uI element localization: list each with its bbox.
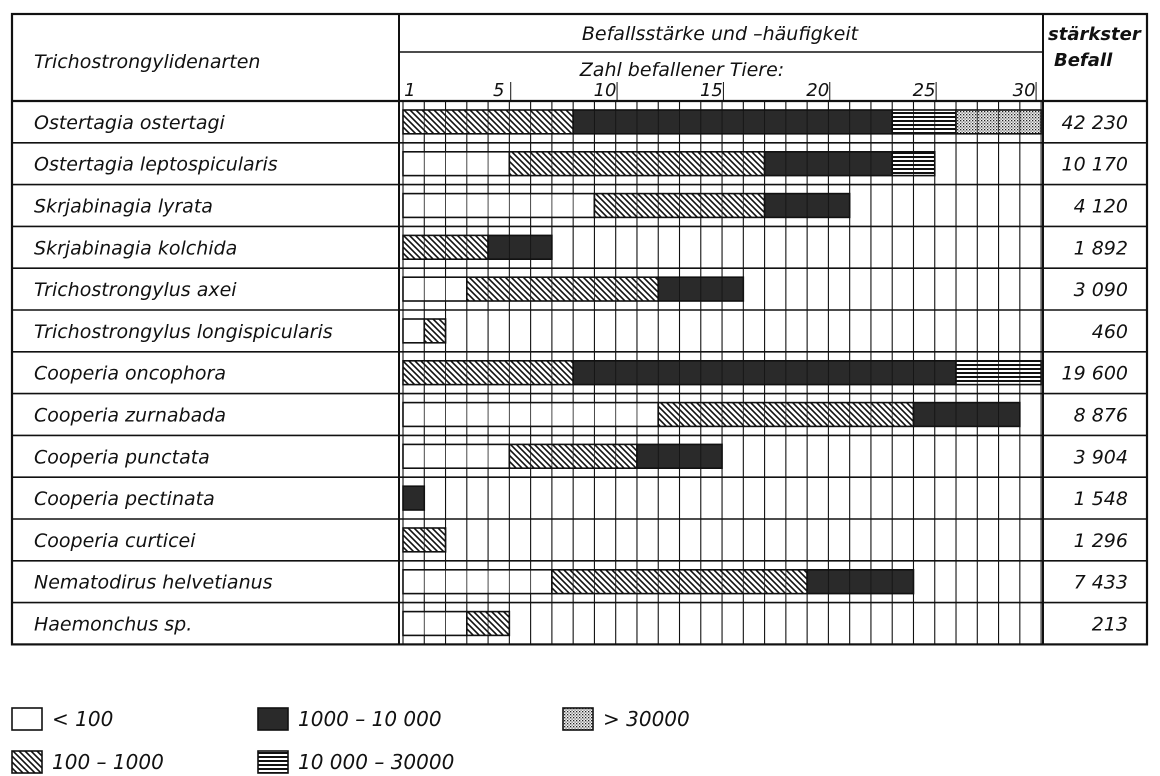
bar-segment-1000_10000 <box>572 109 894 135</box>
x-tick-label: 10 <box>594 80 617 101</box>
max-infestation-value: 10 170 <box>1062 154 1128 176</box>
max-infestation-value: 19 600 <box>1062 363 1128 385</box>
max-infestation-value: 1 296 <box>1074 530 1128 552</box>
legend-label-10000_30000: 10 000 – 30000 <box>298 750 454 774</box>
bar-segment-1000_10000 <box>487 234 553 260</box>
max-infestation-value: 213 <box>1092 614 1128 636</box>
species-label: Nematodirus helvetianus <box>34 572 273 594</box>
legend-label-lt100: < 100 <box>52 707 113 731</box>
bar-segment-lt100 <box>402 276 468 302</box>
bar-segment-100_1000 <box>423 318 447 344</box>
species-label: Ostertagia leptospicularis <box>34 154 278 176</box>
species-label: Ostertagia ostertagi <box>34 112 226 134</box>
species-column-header: Trichostrongylidenarten <box>34 51 260 73</box>
group-title: Befallsstärke und –häufigkeit <box>582 23 860 45</box>
bars <box>402 109 1042 637</box>
bar-segment-1000_10000 <box>402 485 426 511</box>
species-label: Cooperia punctata <box>34 446 210 468</box>
legend-swatch-10000_30000 <box>257 750 289 774</box>
max-infestation-value: 8 876 <box>1074 405 1128 427</box>
max-infestation-value: 7 433 <box>1074 572 1128 594</box>
legend: < 100 100 – 1000 1000 – 10 000 10 000 – 300… <box>11 707 690 774</box>
species-label: Cooperia pectinata <box>34 488 215 510</box>
bar-segment-100_1000 <box>466 276 660 302</box>
max-infestation-value: 3 904 <box>1074 446 1128 468</box>
max-infestation-value: 4 120 <box>1074 196 1128 218</box>
x-tick-label: 5 <box>493 80 504 101</box>
max-infestation-value: 42 230 <box>1062 112 1128 134</box>
species-label: Trichostrongylus axei <box>34 279 237 301</box>
species-label: Skrjabinagia kolchida <box>34 237 237 259</box>
bar-segment-lt100 <box>402 443 511 469</box>
x-tick-label: 25 <box>913 80 936 101</box>
legend-swatch-100_1000 <box>11 750 43 774</box>
legend-label-gt30000: > 30000 <box>603 707 690 731</box>
max-column-header-line2: Befall <box>1054 50 1113 71</box>
max-infestation-value: 460 <box>1092 321 1128 343</box>
species-label: Trichostrongylus longispicularis <box>34 321 333 343</box>
legend-swatch-lt100 <box>11 707 43 731</box>
species-label: Cooperia oncophora <box>34 363 226 385</box>
legend-swatch-1000_10000 <box>257 707 289 731</box>
max-infestation-value: 1 548 <box>1074 488 1128 510</box>
species-label: Cooperia zurnabada <box>34 405 226 427</box>
axis-title: Zahl befallener Tiere: <box>579 59 784 81</box>
bar-segment-lt100 <box>402 610 468 637</box>
bar-segment-10000_30000 <box>891 109 957 135</box>
x-tick-label: 30 <box>1013 80 1036 101</box>
bar-segment-lt100 <box>402 151 511 177</box>
bar-segment-lt100 <box>402 192 596 219</box>
max-infestation-value: 1 892 <box>1074 237 1128 259</box>
legend-label-100_1000: 100 – 1000 <box>52 750 164 774</box>
species-label: Haemonchus sp. <box>34 614 192 636</box>
bar-segment-1000_10000 <box>806 568 915 595</box>
x-tick-label: 1 <box>404 80 415 101</box>
max-column-header-line1: stärkster <box>1048 24 1142 45</box>
max-infestation-value: 3 090 <box>1074 279 1128 301</box>
legend-label-1000_10000: 1000 – 10 000 <box>298 707 442 731</box>
bar-segment-lt100 <box>402 568 553 595</box>
table-frame <box>10 12 1149 646</box>
x-tick-label: 20 <box>806 80 829 101</box>
bar-segment-1000_10000 <box>912 401 1021 428</box>
x-tick-label: 15 <box>700 80 723 101</box>
legend-swatch-gt30000 <box>562 707 594 731</box>
row-labels: Ostertagia ostertagi 42 230 Ostertagia lep… <box>34 112 1128 636</box>
species-label: Cooperia curticei <box>34 530 196 552</box>
x-tick-labels: 1 5 10 15 20 25 30 <box>404 80 1037 101</box>
species-label: Skrjabinagia lyrata <box>34 196 213 218</box>
bar-segment-lt100 <box>402 318 426 344</box>
